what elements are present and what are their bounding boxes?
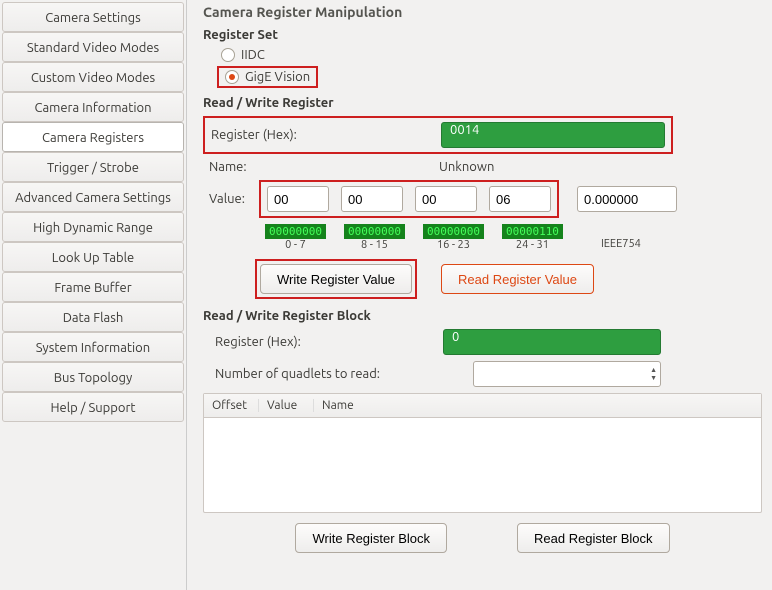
ieee-input[interactable] [577, 186, 677, 212]
register-hex-input[interactable]: 0014 [441, 122, 665, 148]
bits-row: 00000000 0 - 7 00000000 8 - 15 00000000 … [265, 224, 762, 251]
sidebar-item-camera-information[interactable]: Camera Information [2, 92, 184, 122]
value-label: Value: [203, 192, 253, 206]
radio-gige[interactable]: GigE Vision [225, 70, 310, 84]
bits-range: 0 - 7 [285, 239, 306, 251]
radio-label: GigE Vision [245, 70, 310, 84]
highlight-value-bytes [259, 180, 559, 218]
rw-block-heading: Read / Write Register Block [203, 309, 762, 323]
sidebar-item-frame-buffer[interactable]: Frame Buffer [2, 272, 184, 302]
sidebar-item-look-up-table[interactable]: Look Up Table [2, 242, 184, 272]
bits-range: 16 - 23 [437, 239, 470, 251]
sidebar-item-standard-video-modes[interactable]: Standard Video Modes [2, 32, 184, 62]
sidebar-item-advanced-camera-settings[interactable]: Advanced Camera Settings [2, 182, 184, 212]
write-register-value-button[interactable]: Write Register Value [260, 264, 412, 294]
page-title: Camera Register Manipulation [203, 4, 762, 20]
sidebar-item-camera-settings[interactable]: Camera Settings [2, 2, 184, 32]
spinner-arrows-icon[interactable]: ▲▼ [650, 366, 657, 382]
register-set-heading: Register Set [203, 28, 762, 42]
sidebar-item-trigger-strobe[interactable]: Trigger / Strobe [2, 152, 184, 182]
bits-col-3: 00000110 24 - 31 [502, 224, 563, 251]
block-register-hex-label: Register (Hex): [203, 335, 443, 349]
radio-icon [221, 48, 235, 62]
sidebar: Camera Settings Standard Video Modes Cus… [0, 0, 187, 590]
th-offset[interactable]: Offset [204, 399, 259, 412]
highlight-register-hex: Register (Hex): 0014 [203, 116, 673, 154]
ieee-label: IEEE754 [601, 238, 641, 250]
radio-label: IIDC [241, 48, 265, 62]
th-value[interactable]: Value [259, 399, 314, 412]
table-header: Offset Value Name [204, 394, 761, 418]
bits-value: 00000110 [502, 224, 563, 239]
sidebar-item-high-dynamic-range[interactable]: High Dynamic Range [2, 212, 184, 242]
block-table: Offset Value Name [203, 393, 762, 513]
byte-3-input[interactable] [489, 186, 551, 212]
write-register-block-button[interactable]: Write Register Block [295, 523, 447, 553]
rw-register-heading: Read / Write Register [203, 96, 762, 110]
bits-value: 00000000 [344, 224, 405, 239]
radio-iidc[interactable]: IIDC [221, 48, 762, 62]
sidebar-item-bus-topology[interactable]: Bus Topology [2, 362, 184, 392]
read-register-block-button[interactable]: Read Register Block [517, 523, 670, 553]
th-name[interactable]: Name [314, 399, 761, 412]
byte-2-input[interactable] [415, 186, 477, 212]
ieee-label-col: IEEE754 [601, 224, 641, 251]
main-panel: Camera Register Manipulation Register Se… [187, 0, 772, 590]
byte-1-input[interactable] [341, 186, 403, 212]
highlight-write-btn: Write Register Value [255, 259, 417, 299]
sidebar-item-custom-video-modes[interactable]: Custom Video Modes [2, 62, 184, 92]
byte-0-input[interactable] [267, 186, 329, 212]
bits-col-2: 00000000 16 - 23 [423, 224, 484, 251]
sidebar-item-help-support[interactable]: Help / Support [2, 392, 184, 422]
read-register-value-button[interactable]: Read Register Value [441, 264, 594, 294]
sidebar-item-system-information[interactable]: System Information [2, 332, 184, 362]
sidebar-item-camera-registers[interactable]: Camera Registers [2, 122, 184, 152]
name-label: Name: [203, 160, 439, 174]
sidebar-item-data-flash[interactable]: Data Flash [2, 302, 184, 332]
block-register-hex-input[interactable]: 0 [443, 329, 661, 355]
name-value: Unknown [439, 160, 494, 174]
bits-col-1: 00000000 8 - 15 [344, 224, 405, 251]
bits-col-0: 00000000 0 - 7 [265, 224, 326, 251]
highlight-gige: GigE Vision [217, 66, 318, 88]
bits-range: 8 - 15 [361, 239, 388, 251]
radio-icon [225, 70, 239, 84]
bits-value: 00000000 [423, 224, 484, 239]
bits-range: 24 - 31 [516, 239, 549, 251]
quadlets-input[interactable] [473, 361, 661, 387]
bits-value: 00000000 [265, 224, 326, 239]
register-hex-label: Register (Hex): [211, 128, 441, 142]
quadlets-label: Number of quadlets to read: [203, 367, 473, 381]
